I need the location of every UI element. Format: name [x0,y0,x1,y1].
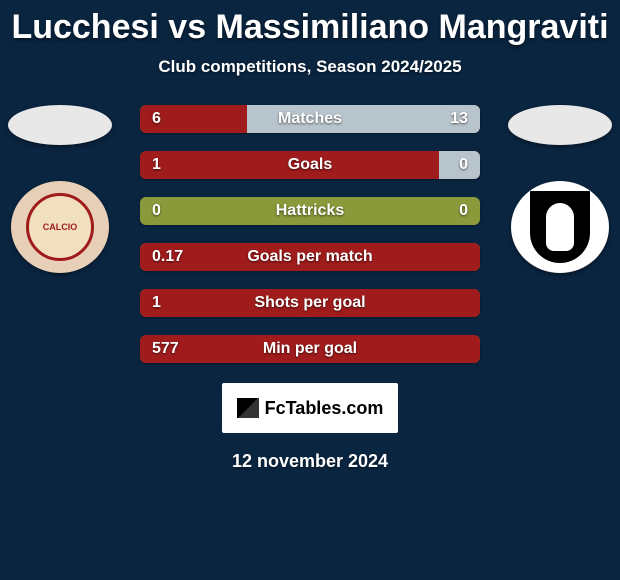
page-title: Lucchesi vs Massimiliano Mangraviti [0,0,620,47]
stat-label: Min per goal [140,335,480,363]
player-left-column: CALCIO [8,105,112,273]
stat-right-value: 13 [450,105,468,133]
brand-text: FcTables.com [265,398,384,419]
stat-row: 0.17Goals per match [140,243,480,271]
subtitle: Club competitions, Season 2024/2025 [0,57,620,77]
player-right-avatar [508,105,612,145]
stat-label: Matches [140,105,480,133]
stat-row: 0Hattricks0 [140,197,480,225]
brand-icon [237,398,259,418]
seahorse-icon [546,203,574,251]
stat-label: Goals [140,151,480,179]
stat-bars: 6Matches131Goals00Hattricks00.17Goals pe… [140,105,480,363]
club-badge-left-inner: CALCIO [26,193,94,261]
player-left-avatar [8,105,112,145]
stat-right-value: 0 [459,151,468,179]
brand-box: FcTables.com [222,383,398,433]
club-badge-right-inner [530,191,590,263]
stat-row: 577Min per goal [140,335,480,363]
stat-row: 6Matches13 [140,105,480,133]
stat-row: 1Shots per goal [140,289,480,317]
stat-label: Hattricks [140,197,480,225]
date-label: 12 november 2024 [0,451,620,472]
club-badge-left: CALCIO [11,181,109,273]
stat-right-value: 0 [459,197,468,225]
comparison-content: CALCIO 6Matches131Goals00Hattricks00.17G… [0,105,620,363]
stat-label: Shots per goal [140,289,480,317]
player-right-column [508,105,612,273]
club-badge-right [511,181,609,273]
stat-label: Goals per match [140,243,480,271]
stat-row: 1Goals0 [140,151,480,179]
